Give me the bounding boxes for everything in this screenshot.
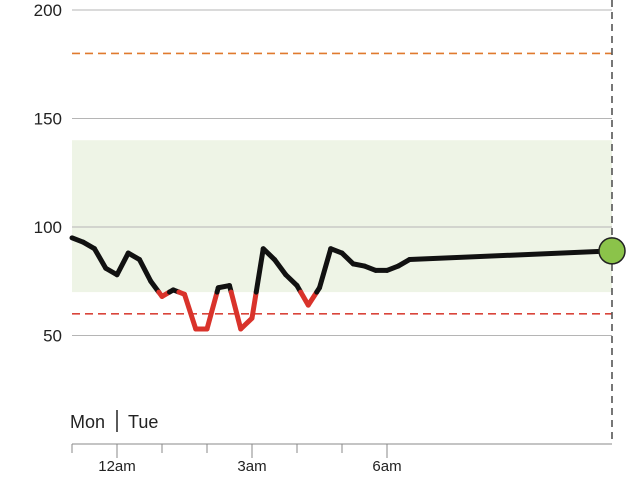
day-label-mon: Mon: [70, 412, 105, 432]
glucose-series: [69, 235, 615, 332]
current-reading-marker[interactable]: [598, 237, 626, 265]
y-tick-labels: 50 100 150 200: [34, 1, 62, 346]
series-segment: [137, 257, 154, 284]
series-segment: [339, 250, 356, 267]
threshold-lines: [72, 52, 612, 315]
target-range-band: [72, 140, 612, 293]
series-segment-low: [204, 289, 220, 332]
series-segment: [260, 246, 277, 263]
series-segment: [253, 246, 266, 295]
y-tick-label: 150: [34, 110, 62, 129]
series-segment: [317, 246, 334, 291]
y-tick-label: 100: [34, 218, 62, 237]
y-gridlines: [72, 9, 612, 336]
series-segment: [92, 246, 109, 271]
series-segment: [272, 257, 289, 278]
series-segment-low: [238, 315, 255, 332]
series-segment-low: [249, 289, 259, 321]
series-segment: [283, 272, 300, 289]
x-ticks: 12am 3am 6am: [71, 444, 402, 475]
series-segment-low: [182, 291, 199, 332]
series-segment-low: [305, 289, 320, 308]
series-segment-low: [228, 289, 244, 332]
y-tick-label: 200: [34, 1, 62, 20]
series-segment: [407, 248, 615, 263]
series-segment: [114, 250, 131, 278]
x-tick-label: 6am: [372, 458, 401, 475]
day-label-tue: Tue: [128, 412, 158, 432]
x-tick-label: 3am: [237, 458, 266, 475]
x-tick-label: 12am: [98, 458, 136, 475]
y-tick-label: 50: [43, 327, 62, 346]
